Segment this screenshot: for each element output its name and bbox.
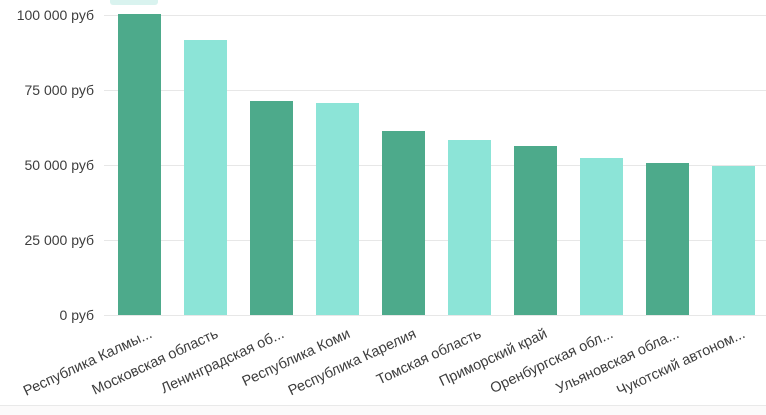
chart-bar[interactable] <box>250 101 294 315</box>
chart-bar[interactable] <box>513 146 557 315</box>
y-axis-tick-label: 50 000 руб <box>24 157 94 173</box>
chart-bar[interactable] <box>447 140 491 315</box>
cropped-ui-fragment <box>110 0 158 5</box>
y-axis-tick-label: 25 000 руб <box>24 232 94 248</box>
y-axis-tick-label: 100 000 руб <box>16 7 94 23</box>
y-axis-tick-label: 75 000 руб <box>24 82 94 98</box>
chart-bar[interactable] <box>645 163 689 315</box>
chart-bar[interactable] <box>184 40 228 315</box>
chart-bar[interactable] <box>118 14 162 315</box>
y-axis-tick-label: 0 руб <box>59 307 94 323</box>
chart-bar[interactable] <box>316 103 360 315</box>
bottom-section-edge <box>0 406 766 415</box>
chart-bar[interactable] <box>382 131 426 315</box>
gridline <box>104 314 766 316</box>
gridline <box>104 164 766 166</box>
gridline <box>104 14 766 16</box>
gridline <box>104 239 766 241</box>
chart-bar[interactable] <box>579 158 623 315</box>
chart-bar[interactable] <box>711 166 755 315</box>
bottom-divider <box>0 405 766 406</box>
gridline <box>104 89 766 91</box>
